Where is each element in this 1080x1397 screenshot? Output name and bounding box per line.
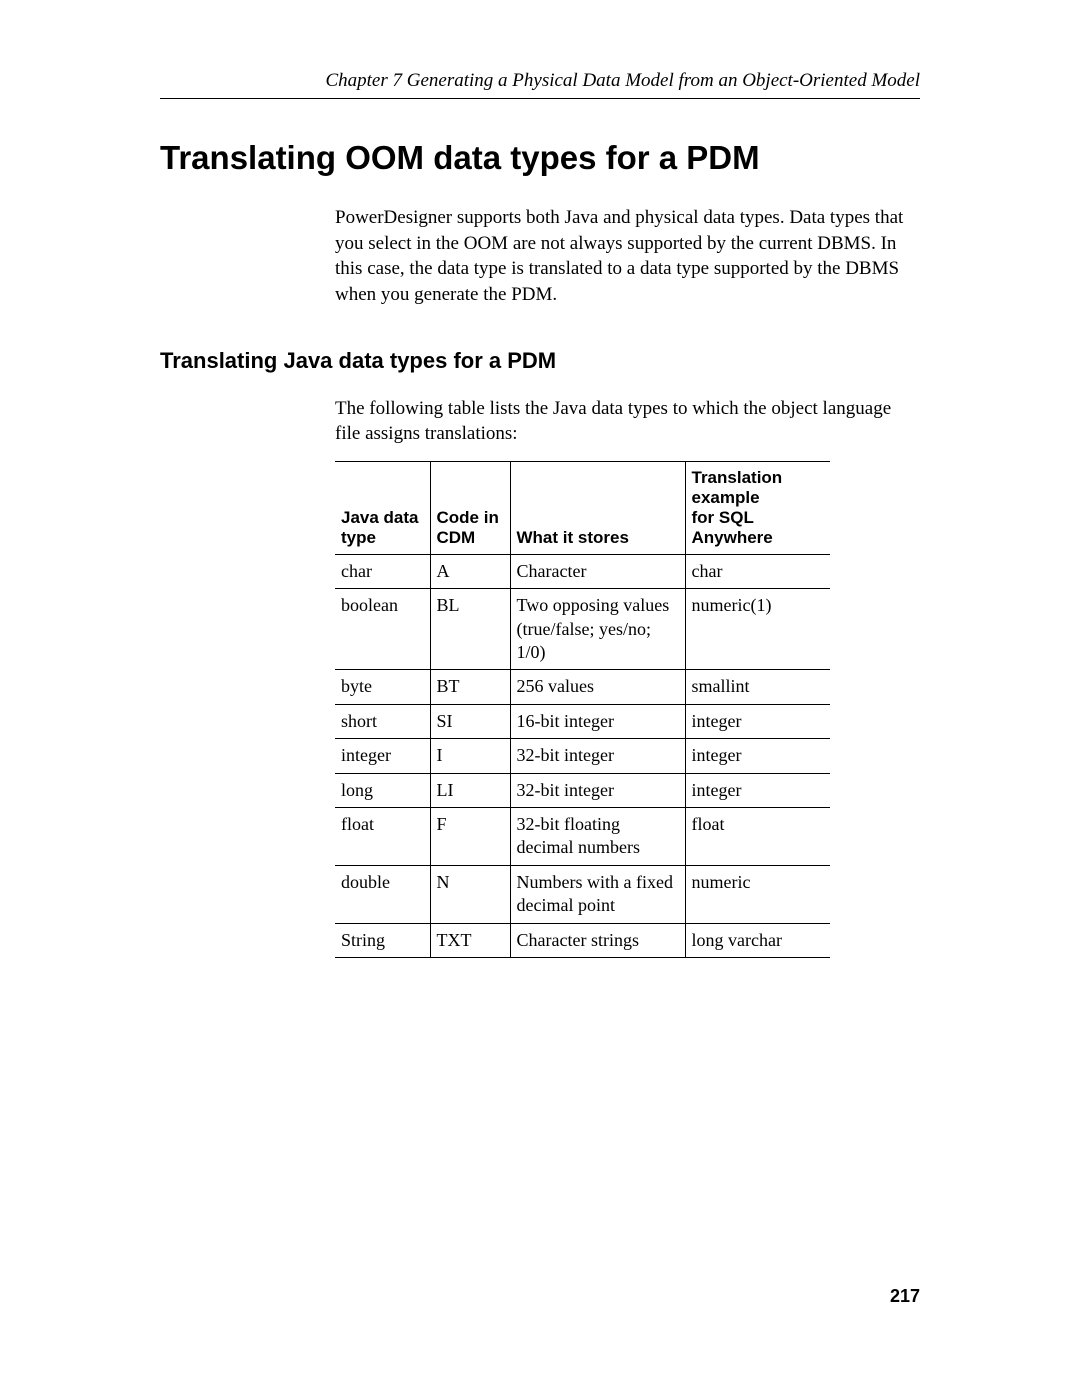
chapter-header: Chapter 7 Generating a Physical Data Mod… — [160, 70, 920, 99]
col-header-code-cdm: Code in CDM — [430, 461, 510, 554]
java-types-table: Java data type Code in CDM What it store… — [335, 461, 830, 958]
table-cell: smallint — [685, 670, 830, 704]
table-cell: numeric — [685, 865, 830, 923]
table-cell: 32-bit floating decimal numbers — [510, 807, 685, 865]
table-row: floatF32-bit floating decimal numbersflo… — [335, 807, 830, 865]
table-cell: float — [335, 807, 430, 865]
header-text: What it stores — [517, 528, 629, 547]
table-cell: double — [335, 865, 430, 923]
table-cell: 256 values — [510, 670, 685, 704]
header-text: for SQL Anywhere — [692, 508, 773, 547]
table-cell: LI — [430, 773, 510, 807]
table-cell: numeric(1) — [685, 589, 830, 670]
table-header-row: Java data type Code in CDM What it store… — [335, 461, 830, 554]
table-cell: char — [335, 554, 430, 588]
table-cell: TXT — [430, 923, 510, 957]
table-row: booleanBLTwo opposing values (true/false… — [335, 589, 830, 670]
header-text: type — [341, 528, 376, 547]
table-cell: float — [685, 807, 830, 865]
header-text: Code in — [437, 508, 499, 527]
table-row: charACharacterchar — [335, 554, 830, 588]
table-cell: integer — [685, 704, 830, 738]
table-cell: BL — [430, 589, 510, 670]
table-intro: The following table lists the Java data … — [335, 396, 920, 447]
table-row: integerI32-bit integerinteger — [335, 739, 830, 773]
table-cell: SI — [430, 704, 510, 738]
table-cell: short — [335, 704, 430, 738]
page: Chapter 7 Generating a Physical Data Mod… — [0, 0, 1080, 1397]
table-cell: integer — [685, 773, 830, 807]
table-wrapper: Java data type Code in CDM What it store… — [335, 461, 920, 958]
table-cell: 32-bit integer — [510, 773, 685, 807]
header-text: CDM — [437, 528, 476, 547]
table-row: doubleNNumbers with a fixed decimal poin… — [335, 865, 830, 923]
table-row: shortSI16-bit integerinteger — [335, 704, 830, 738]
table-cell: Numbers with a fixed decimal point — [510, 865, 685, 923]
header-text: Translation example — [692, 468, 783, 507]
col-header-translation: Translation example for SQL Anywhere — [685, 461, 830, 554]
table-cell: 32-bit integer — [510, 739, 685, 773]
intro-paragraph: PowerDesigner supports both Java and phy… — [335, 205, 920, 308]
table-row: longLI32-bit integerinteger — [335, 773, 830, 807]
table-cell: long — [335, 773, 430, 807]
table-cell: Two opposing values (true/false; yes/no;… — [510, 589, 685, 670]
table-row: StringTXTCharacter stringslong varchar — [335, 923, 830, 957]
col-header-java-type: Java data type — [335, 461, 430, 554]
table-cell: byte — [335, 670, 430, 704]
table-cell: long varchar — [685, 923, 830, 957]
table-cell: char — [685, 554, 830, 588]
table-cell: Character — [510, 554, 685, 588]
table-cell: F — [430, 807, 510, 865]
table-cell: Character strings — [510, 923, 685, 957]
page-title: Translating OOM data types for a PDM — [160, 139, 920, 177]
table-cell: 16-bit integer — [510, 704, 685, 738]
page-number: 217 — [890, 1286, 920, 1307]
table-cell: BT — [430, 670, 510, 704]
table-cell: integer — [685, 739, 830, 773]
table-cell: N — [430, 865, 510, 923]
table-row: byteBT256 valuessmallint — [335, 670, 830, 704]
table-cell: A — [430, 554, 510, 588]
header-text: Java data — [341, 508, 419, 527]
section-heading: Translating Java data types for a PDM — [160, 348, 920, 374]
col-header-what-it-stores: What it stores — [510, 461, 685, 554]
table-cell: I — [430, 739, 510, 773]
table-cell: String — [335, 923, 430, 957]
table-body: charACharactercharbooleanBLTwo opposing … — [335, 554, 830, 957]
table-cell: integer — [335, 739, 430, 773]
table-cell: boolean — [335, 589, 430, 670]
